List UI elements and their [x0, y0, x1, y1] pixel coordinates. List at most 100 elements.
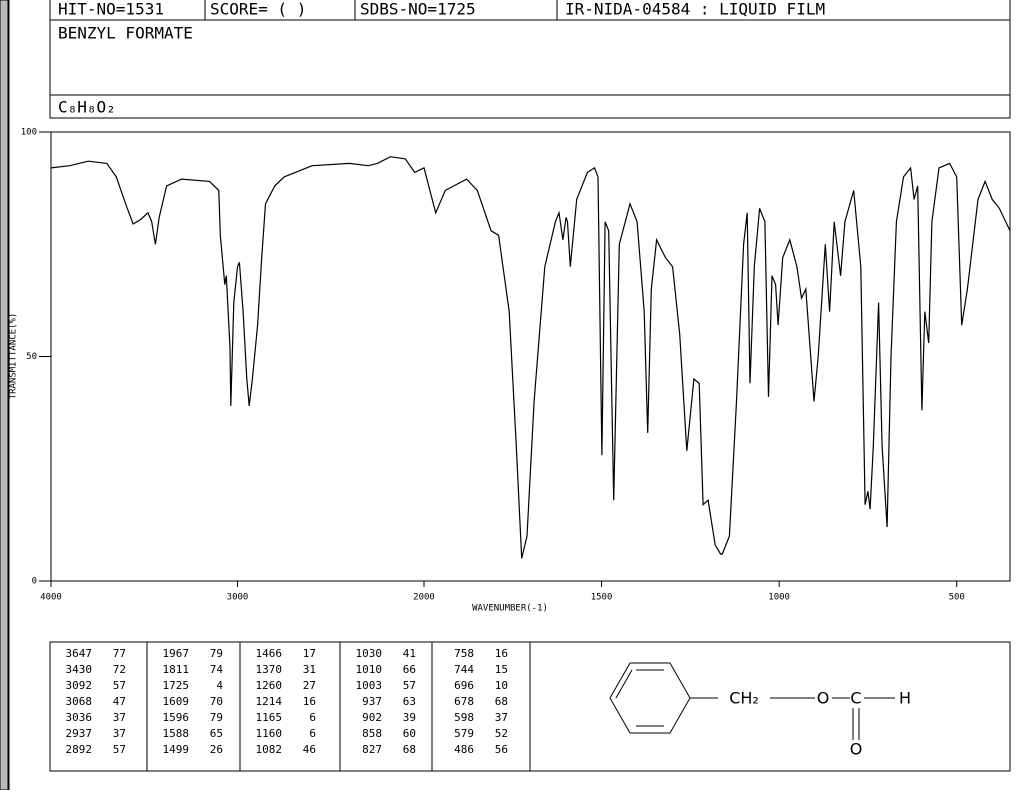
peak-wavenumber: 1214: [256, 695, 283, 708]
plot-frame: [50, 131, 1011, 582]
peak-wavenumber: 1260: [256, 679, 283, 692]
peak-wavenumber: 1160: [256, 727, 283, 740]
peak-intensity: 4: [216, 679, 223, 692]
peak-wavenumber: 937: [362, 695, 382, 708]
benzene-ring: [609, 662, 691, 734]
peak-wavenumber: 858: [362, 727, 382, 740]
x-tick-label: 500: [949, 593, 965, 603]
peak-intensity: 17: [303, 647, 316, 660]
peak-intensity: 10: [495, 679, 508, 692]
peak-wavenumber: 3068: [66, 695, 93, 708]
structure: [609, 662, 895, 740]
side-strip: [0, 0, 9, 791]
peak-intensity: 74: [210, 663, 224, 676]
peak-wavenumber: 3092: [66, 679, 93, 692]
peak-intensity: 57: [113, 743, 126, 756]
peak-intensity: 6: [309, 711, 316, 724]
peak-intensity: 77: [113, 647, 126, 660]
peak-wavenumber: 1030: [356, 647, 383, 660]
peak-intensity: 37: [495, 711, 508, 724]
peak-wavenumber: 1609: [163, 695, 190, 708]
peak-wavenumber: 1499: [163, 743, 190, 756]
peak-wavenumber: 1811: [163, 663, 190, 676]
peak-intensity: 46: [303, 743, 316, 756]
peak-wavenumber: 1725: [163, 679, 190, 692]
hit-no: HIT-NO=1531: [58, 0, 164, 19]
header: HIT-NO=1531 SCORE= ( ) SDBS-NO=1725 IR-N…: [49, 0, 1011, 119]
peak-intensity: 79: [210, 711, 223, 724]
atom-label: O: [850, 740, 863, 759]
atom-label: CH₂: [729, 689, 759, 708]
y-tick-label: 0: [32, 577, 37, 587]
peak-intensity: 26: [210, 743, 223, 756]
peak-wavenumber: 3430: [66, 663, 93, 676]
peak-intensity: 65: [210, 727, 223, 740]
peak-wavenumber: 827: [362, 743, 382, 756]
peak-intensity: 27: [303, 679, 316, 692]
score: SCORE= ( ): [210, 0, 306, 19]
header-box: [49, 0, 1011, 119]
peak-wavenumber: 1082: [256, 743, 283, 756]
x-tick-label: 2000: [413, 593, 435, 603]
peak-wavenumber: 3036: [66, 711, 93, 724]
peak-wavenumber: 3647: [66, 647, 93, 660]
structure-labels: CH₂ O C H O: [729, 689, 911, 759]
formula: C₈H₈O₂: [58, 98, 116, 117]
peak-wavenumber: 902: [362, 711, 382, 724]
peak-intensity: 37: [113, 727, 126, 740]
peak-intensity: 16: [495, 647, 508, 660]
peak-wavenumber: 579: [454, 727, 474, 740]
peak-intensity: 72: [113, 663, 126, 676]
peak-intensity: 37: [113, 711, 126, 724]
peak-table: 3647 77 3430 72 3092 57 3068 47 3036 37 2937 37 2892…: [49, 641, 1011, 772]
peak-intensity: 6: [309, 727, 316, 740]
peak-wavenumber: 1967: [163, 647, 190, 660]
peak-wavenumber: 2892: [66, 743, 93, 756]
peak-wavenumber: 1003: [356, 679, 383, 692]
peak-wavenumber: 678: [454, 695, 474, 708]
peak-intensity: 70: [210, 695, 223, 708]
x-axis-label: WAVENUMBER(-1): [472, 604, 548, 614]
peak-intensity: 41: [403, 647, 416, 660]
chart: TRANSMITTANCE(%) WAVENUMBER(-1) 0 50 100 40…: [9, 128, 1011, 614]
ring-double-bond: [615, 669, 633, 699]
peak-wavenumber: 1010: [356, 663, 383, 676]
peak-wavenumber: 1596: [163, 711, 190, 724]
peak-intensity: 57: [113, 679, 126, 692]
compound-name: BENZYL FORMATE: [58, 24, 193, 43]
peak-intensity: 79: [210, 647, 223, 660]
y-axis-label: TRANSMITTANCE(%): [9, 313, 19, 400]
x-tick-label: 1000: [768, 593, 790, 603]
peak-intensity: 56: [495, 743, 508, 756]
x-tick-label: 4000: [40, 593, 62, 603]
peak-wavenumber: 1588: [163, 727, 190, 740]
peak-intensity: 47: [113, 695, 126, 708]
peak-intensity: 52: [495, 727, 508, 740]
peak-intensity: 31: [303, 663, 316, 676]
peak-wavenumber: 1370: [256, 663, 283, 676]
peak-wavenumber: 1165: [256, 711, 283, 724]
atom-label: C: [850, 689, 861, 708]
peak-intensity: 15: [495, 663, 508, 676]
peak-intensity: 60: [403, 727, 416, 740]
peak-intensity: 68: [495, 695, 508, 708]
atom-label: O: [817, 689, 830, 708]
x-tick-label: 3000: [227, 593, 249, 603]
atom-label: H: [899, 689, 911, 708]
peak-intensity: 63: [403, 695, 416, 708]
peak-wavenumber: 598: [454, 711, 474, 724]
y-tick-label: 50: [26, 352, 37, 362]
y-tick-label: 100: [21, 128, 37, 138]
peak-intensity: 66: [403, 663, 416, 676]
peak-intensity: 57: [403, 679, 416, 692]
peak-wavenumber: 486: [454, 743, 474, 756]
peak-intensity: 16: [303, 695, 316, 708]
peak-wavenumber: 758: [454, 647, 474, 660]
peak-intensity: 39: [403, 711, 416, 724]
peak-intensity: 68: [403, 743, 416, 756]
x-tick-label: 1500: [591, 593, 613, 603]
peak-wavenumber: 696: [454, 679, 474, 692]
peak-wavenumber: 1466: [256, 647, 283, 660]
